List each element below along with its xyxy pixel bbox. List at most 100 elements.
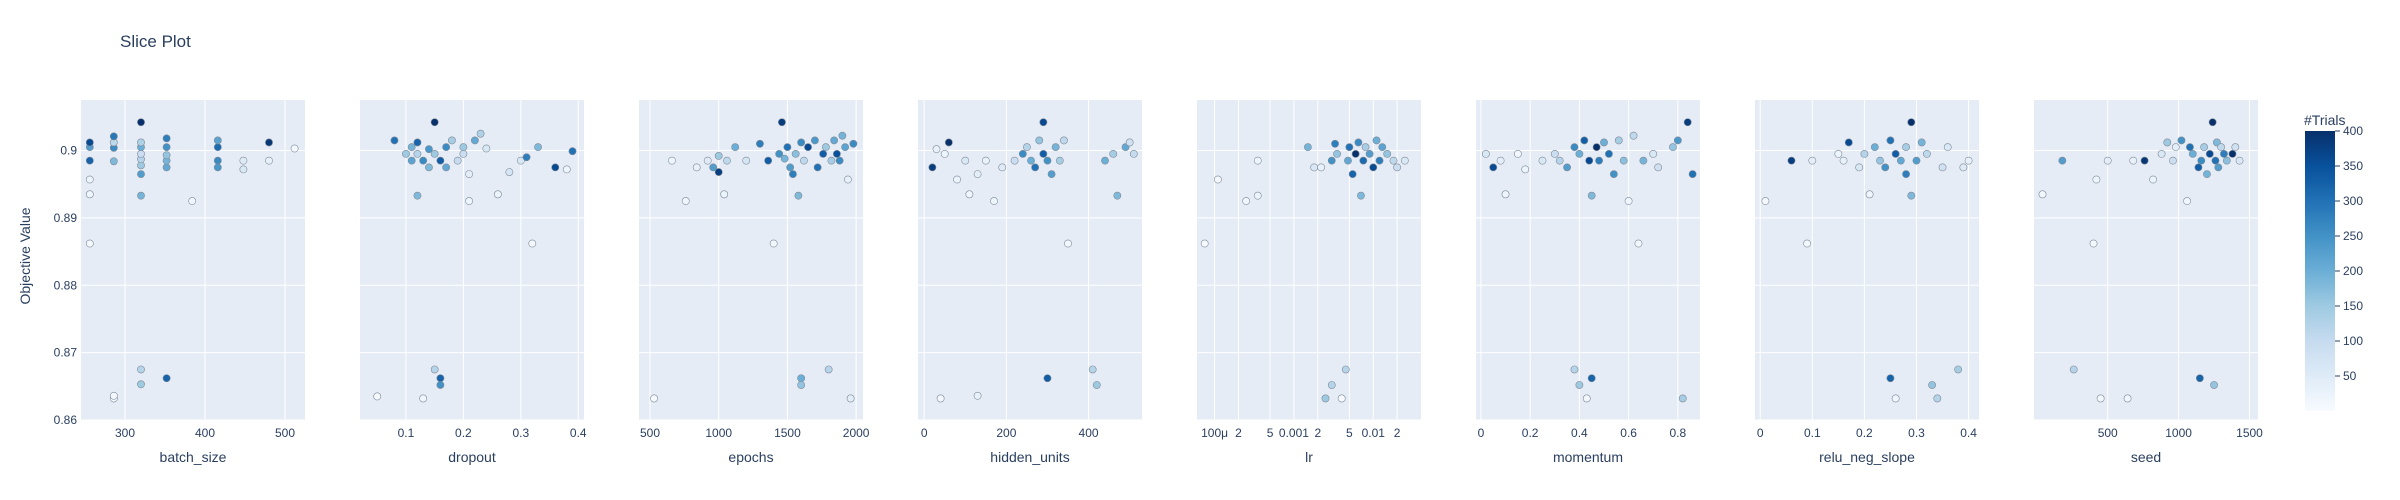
plot-area: [81, 100, 305, 420]
data-point: [703, 156, 712, 165]
data-point: [1634, 239, 1643, 248]
data-point: [402, 149, 410, 158]
data-point: [85, 175, 94, 184]
data-point: [953, 175, 961, 184]
data-point: [1092, 381, 1101, 389]
data-point: [425, 145, 433, 154]
x-tick-label: 0.1: [398, 426, 415, 440]
panel-batch_size: 300 400 500 0.86 0.87 0.88 0.89 0.9 batch_size: [54, 100, 305, 465]
data-point: [1575, 381, 1584, 389]
data-point: [1369, 163, 1378, 172]
x-tick-label: 0.3: [512, 426, 529, 440]
data-point: [407, 156, 416, 165]
data-point: [1359, 156, 1368, 165]
data-point: [2140, 156, 2149, 165]
data-point: [2200, 143, 2209, 152]
x-tick-label: 2000: [843, 426, 870, 440]
data-point: [137, 191, 145, 200]
data-point: [419, 394, 428, 403]
x-tick-label: 0.8: [1670, 426, 1687, 440]
x-axis-title-dropout: dropout: [448, 449, 496, 465]
data-point: [692, 163, 701, 172]
data-point: [419, 156, 428, 165]
data-point: [1570, 365, 1579, 374]
data-point: [1035, 136, 1044, 145]
x-tick-label: 500: [2098, 426, 2118, 440]
data-point: [1787, 156, 1796, 165]
data-point: [1113, 191, 1122, 200]
colorbar-tick-label: 300: [2343, 194, 2363, 208]
data-point: [932, 145, 941, 154]
data-point: [714, 168, 723, 176]
data-point: [407, 143, 416, 152]
data-point: [239, 156, 248, 165]
data-point: [1844, 138, 1853, 147]
data-point: [797, 138, 806, 147]
data-point: [824, 365, 833, 374]
data-point: [2058, 156, 2067, 165]
x-tick-label: 5: [1346, 426, 1353, 440]
data-point: [436, 156, 445, 165]
colorbar: #Trials 50 100 150 200 250 300 350 400: [2304, 112, 2363, 411]
data-point: [1580, 136, 1589, 145]
data-point: [742, 156, 751, 165]
data-point: [797, 374, 806, 383]
data-point: [465, 197, 474, 205]
data-point: [838, 131, 847, 140]
data-point: [2089, 239, 2098, 248]
data-point: [650, 394, 659, 403]
data-point: [109, 391, 118, 400]
x-tick-label: 2: [1314, 426, 1321, 440]
data-point: [1582, 394, 1591, 403]
data-point: [1501, 190, 1510, 199]
data-point: [1043, 374, 1052, 383]
data-point: [470, 136, 479, 145]
data-point: [1938, 163, 1947, 172]
data-point: [2188, 149, 2197, 158]
data-point: [1101, 156, 1109, 165]
plot-area: [918, 100, 1142, 420]
data-point: [1933, 394, 1942, 403]
data-point: [2220, 149, 2228, 158]
data-point: [85, 138, 94, 147]
data-point: [1354, 138, 1363, 147]
data-point: [85, 239, 94, 248]
data-point: [1327, 156, 1336, 165]
data-point: [1923, 149, 1931, 158]
data-point: [1200, 239, 1209, 248]
data-point: [668, 156, 676, 165]
x-tick-label: 200: [996, 426, 1016, 440]
data-point: [775, 149, 784, 158]
data-point: [2171, 143, 2180, 152]
x-axis-title-hidden_units: hidden_units: [990, 449, 1069, 465]
data-point: [2195, 374, 2204, 383]
data-point: [1351, 149, 1360, 158]
data-point: [2208, 118, 2217, 127]
data-point: [265, 156, 273, 165]
data-point: [1331, 139, 1339, 148]
data-point: [1585, 156, 1594, 165]
data-point: [109, 132, 118, 141]
data-point: [1891, 394, 1900, 403]
data-point: [1378, 143, 1387, 152]
data-point: [846, 394, 855, 403]
data-point: [1886, 374, 1895, 383]
data-point: [1587, 374, 1596, 383]
data-point: [562, 165, 571, 174]
data-point: [1253, 156, 1262, 165]
data-point: [430, 365, 439, 374]
data-point: [213, 163, 222, 172]
data-point: [162, 143, 171, 152]
x-axis-title-batch_size: batch_size: [160, 449, 227, 465]
data-point: [2157, 149, 2166, 158]
colorbar-title: #Trials: [2304, 112, 2346, 128]
data-point: [1055, 156, 1064, 165]
data-point: [1383, 149, 1392, 158]
data-point: [436, 374, 445, 383]
data-point: [290, 144, 299, 153]
data-point: [2217, 143, 2226, 152]
x-tick-label: 500: [640, 426, 660, 440]
data-point: [965, 190, 974, 199]
data-point: [1213, 175, 1222, 184]
data-point: [373, 392, 382, 401]
